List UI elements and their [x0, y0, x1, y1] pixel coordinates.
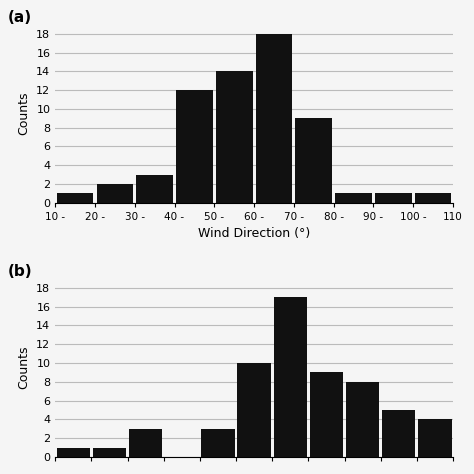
Bar	[129, 428, 162, 457]
Bar	[273, 297, 307, 457]
Bar	[415, 193, 451, 203]
Bar	[346, 382, 379, 457]
Bar	[97, 184, 133, 203]
Bar	[375, 193, 411, 203]
Y-axis label: Counts: Counts	[18, 346, 31, 390]
Y-axis label: Counts: Counts	[18, 92, 31, 135]
Bar	[201, 428, 235, 457]
Bar	[255, 34, 292, 203]
Bar	[418, 419, 452, 457]
Bar	[310, 373, 343, 457]
Text: (b): (b)	[8, 264, 32, 279]
Bar	[93, 447, 126, 457]
Bar	[382, 410, 415, 457]
Bar	[335, 193, 372, 203]
Bar	[237, 363, 271, 457]
Bar	[295, 118, 332, 203]
Bar	[216, 71, 253, 203]
Bar	[176, 90, 213, 203]
Bar	[56, 447, 90, 457]
Bar	[137, 174, 173, 203]
X-axis label: Wind Direction (°): Wind Direction (°)	[198, 228, 310, 240]
Text: (a): (a)	[8, 10, 32, 25]
Bar	[57, 193, 93, 203]
